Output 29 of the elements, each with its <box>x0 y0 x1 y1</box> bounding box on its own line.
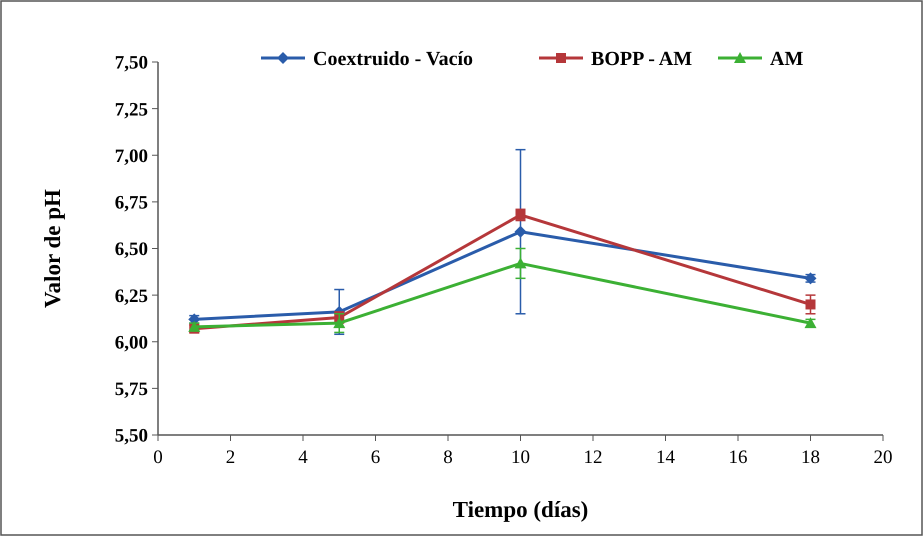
y-tick-label: 5,75 <box>114 379 148 400</box>
x-tick-label: 6 <box>370 447 380 468</box>
y-tick-label: 7,00 <box>114 146 148 167</box>
legend-label: AM <box>770 48 804 70</box>
y-tick-label: 6,50 <box>114 239 148 260</box>
legend-label: BOPP - AM <box>591 48 692 70</box>
x-tick-label: 0 <box>153 447 163 468</box>
x-tick-label: 18 <box>801 447 820 468</box>
y-tick-label: 5,50 <box>114 426 148 447</box>
x-tick-label: 16 <box>728 447 748 468</box>
x-tick-label: 10 <box>511 447 530 468</box>
x-tick-label: 14 <box>656 447 676 468</box>
x-tick-label: 8 <box>443 447 453 468</box>
y-tick-label: 7,25 <box>114 99 148 120</box>
y-tick-label: 6,00 <box>114 332 148 354</box>
x-tick-label: 4 <box>298 447 308 468</box>
point <box>514 226 526 238</box>
y-tick-label: 7,50 <box>114 52 148 74</box>
y-axis-title: Valor de pH <box>40 188 65 308</box>
legend-label: Coextruido - Vacío <box>313 48 473 70</box>
point <box>514 257 526 268</box>
point <box>333 317 346 328</box>
y-tick-label: 6,25 <box>114 286 148 307</box>
x-axis-title: Tiempo (días) <box>452 497 588 522</box>
point <box>806 299 816 310</box>
x-tick-label: 20 <box>874 447 892 468</box>
x-tick-label: 2 <box>226 447 236 468</box>
y-tick-label: 6,75 <box>114 192 148 214</box>
x-tick-label: 12 <box>584 447 602 468</box>
